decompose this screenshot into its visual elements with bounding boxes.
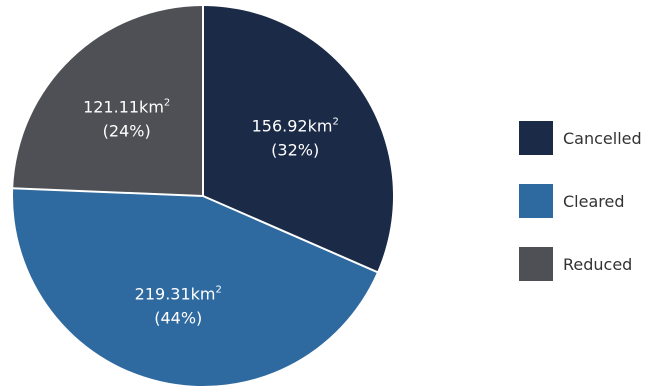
slice-percent-cleared: (44%) bbox=[154, 308, 202, 327]
slice-percent-cancelled: (32%) bbox=[271, 141, 319, 160]
legend-swatch-cancelled bbox=[519, 121, 553, 155]
legend: Cancelled Cleared Reduced bbox=[519, 121, 642, 281]
slice-unit-superscript: 2 bbox=[216, 284, 222, 295]
pie-slice-cancelled bbox=[203, 6, 393, 273]
slice-separator bbox=[202, 195, 379, 274]
slice-label-cancelled: 156.92km2 (32%) bbox=[252, 117, 339, 160]
slice-separator bbox=[12, 187, 204, 197]
slice-unit-superscript: 2 bbox=[164, 98, 170, 109]
slice-label-reduced: 121.11km2 (24%) bbox=[83, 98, 170, 141]
slice-value-reduced: 121.11km bbox=[83, 98, 164, 117]
slice-labels: 156.92km2 (32%)219.31km2 (44%)121.11km2 (24… bbox=[83, 98, 339, 328]
slice-value-cleared: 219.31km bbox=[135, 284, 216, 303]
pie-slice-cleared bbox=[12, 188, 378, 387]
slice-value-cancelled: 156.92km bbox=[252, 117, 333, 136]
slice-label-cleared: 219.31km2 (44%) bbox=[135, 284, 222, 327]
pie-slice-reduced bbox=[13, 6, 203, 196]
slice-percent-reduced: (24%) bbox=[103, 122, 151, 141]
legend-label-cleared: Cleared bbox=[563, 192, 625, 211]
legend-swatch-reduced bbox=[519, 247, 553, 281]
slice-unit-superscript: 2 bbox=[332, 117, 338, 128]
legend-label-cancelled: Cancelled bbox=[563, 129, 642, 148]
legend-swatch-cleared bbox=[519, 184, 553, 218]
pie-slices bbox=[12, 5, 393, 387]
legend-label-reduced: Reduced bbox=[563, 255, 632, 274]
